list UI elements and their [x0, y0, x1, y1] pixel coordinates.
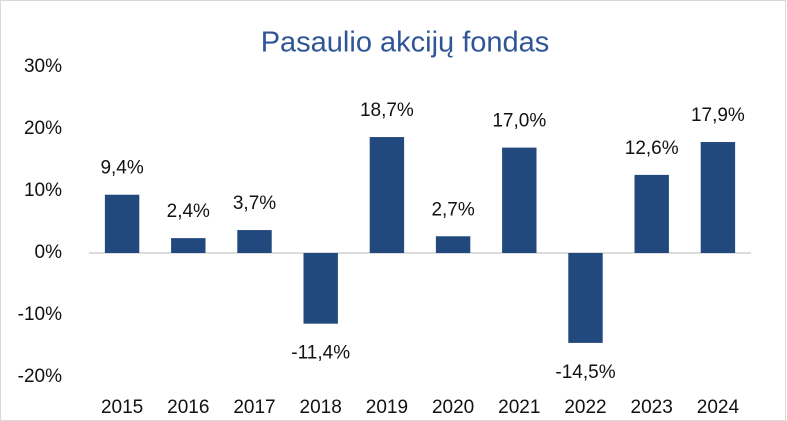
data-label: -11,4% — [291, 343, 350, 364]
data-label: 12,6% — [625, 138, 679, 159]
bar — [435, 236, 471, 253]
bar — [700, 142, 736, 253]
x-tick-label: 2015 — [101, 397, 143, 418]
y-tick-label: -20% — [18, 366, 62, 387]
data-label: 2,7% — [431, 199, 474, 220]
data-label: 2,4% — [167, 201, 210, 222]
x-tick-label: 2016 — [167, 397, 209, 418]
x-tick-label: 2019 — [366, 397, 408, 418]
data-label: 18,7% — [360, 100, 414, 121]
data-label: -14,5% — [555, 362, 615, 383]
x-tick-label: 2020 — [432, 397, 474, 418]
bar — [104, 194, 140, 253]
bar — [369, 137, 405, 253]
y-tick-label: -10% — [18, 304, 62, 325]
bar — [502, 147, 537, 253]
data-label: 9,4% — [100, 158, 143, 179]
x-tick-label: 2017 — [233, 397, 275, 418]
x-tick-label: 2018 — [300, 397, 342, 418]
x-tick-label: 2024 — [697, 397, 740, 418]
x-tick-label: 2022 — [564, 397, 606, 418]
bar — [568, 253, 603, 343]
y-tick-label: 10% — [24, 180, 62, 201]
bar — [303, 253, 338, 324]
data-label: 17,9% — [691, 105, 745, 126]
data-label: 17,0% — [492, 111, 546, 132]
bar — [634, 174, 669, 253]
y-tick-label: 20% — [24, 118, 62, 139]
y-tick-label: 30% — [24, 56, 62, 77]
bar — [171, 238, 206, 253]
data-label: 3,7% — [233, 193, 276, 214]
bar — [237, 230, 272, 253]
y-tick-label: 0% — [35, 242, 63, 263]
chart-title: Pasaulio akcijų fondas — [261, 27, 550, 59]
x-tick-label: 2023 — [631, 397, 673, 418]
x-tick-label: 2021 — [498, 397, 540, 418]
